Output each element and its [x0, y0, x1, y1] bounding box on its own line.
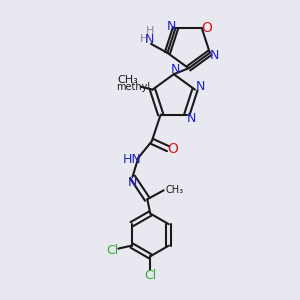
Text: N: N — [210, 49, 219, 62]
Text: N: N — [171, 63, 180, 76]
Text: HN: HN — [123, 153, 142, 166]
Text: O: O — [167, 142, 178, 156]
Text: N: N — [167, 20, 176, 33]
Text: Cl: Cl — [106, 244, 118, 256]
Text: O: O — [201, 21, 212, 35]
Text: N: N — [145, 33, 154, 46]
Text: CH₃: CH₃ — [117, 75, 138, 85]
Text: H: H — [146, 26, 154, 36]
Text: Cl: Cl — [144, 269, 156, 282]
Text: CH₃: CH₃ — [165, 185, 183, 195]
Text: N: N — [187, 112, 196, 125]
Text: H: H — [140, 34, 148, 44]
Text: methyl: methyl — [116, 82, 150, 92]
Text: N: N — [196, 80, 206, 93]
Text: N: N — [128, 176, 137, 189]
